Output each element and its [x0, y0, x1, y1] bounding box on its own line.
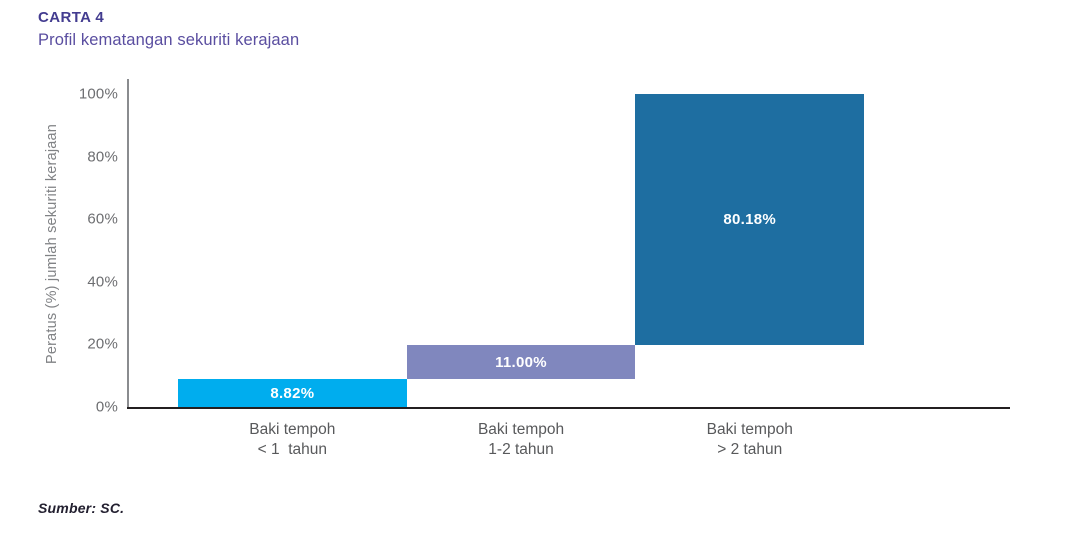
x-axis-line	[127, 406, 1010, 409]
chart-header: CARTA 4 Profil kematangan sekuriti keraj…	[38, 8, 299, 51]
x-category-label: Baki tempoh < 1 tahun	[249, 420, 335, 460]
bar-segment-1: 8.82%	[178, 379, 407, 407]
x-category-line: < 1 tahun	[257, 441, 328, 458]
bar-value-label: 8.82%	[270, 384, 315, 402]
y-tick-label: 20%	[87, 335, 118, 353]
source-note: Sumber: SC.	[38, 500, 125, 516]
x-category-line: Baki tempoh	[477, 421, 565, 438]
bar-segment-2: 11.00%	[406, 344, 636, 380]
y-axis-line	[127, 79, 129, 408]
y-tick-label: 60%	[87, 210, 118, 228]
x-category-line: Baki tempoh	[249, 421, 336, 438]
x-category-line: Baki tempoh	[706, 421, 793, 438]
chart-number-label: CARTA 4	[38, 9, 105, 26]
y-tick-label: 80%	[87, 148, 118, 166]
x-category-line: 1-2 tahun	[488, 441, 554, 458]
x-category-line: > 2 tahun	[717, 441, 783, 458]
y-tick-label: 40%	[87, 273, 118, 291]
x-category-label: Baki tempoh 1-2 tahun	[478, 420, 564, 460]
bar-segment-3: 80.18%	[635, 94, 865, 345]
y-tick-label: 0%	[95, 398, 118, 416]
chart-title: Profil kematangan sekuriti kerajaan	[38, 31, 300, 49]
bar-value-label: 11.00%	[495, 353, 547, 371]
x-category-label: Baki tempoh > 2 tahun	[707, 420, 793, 460]
bar-value-label: 80.18%	[723, 210, 777, 228]
y-tick-label: 100%	[78, 85, 118, 103]
